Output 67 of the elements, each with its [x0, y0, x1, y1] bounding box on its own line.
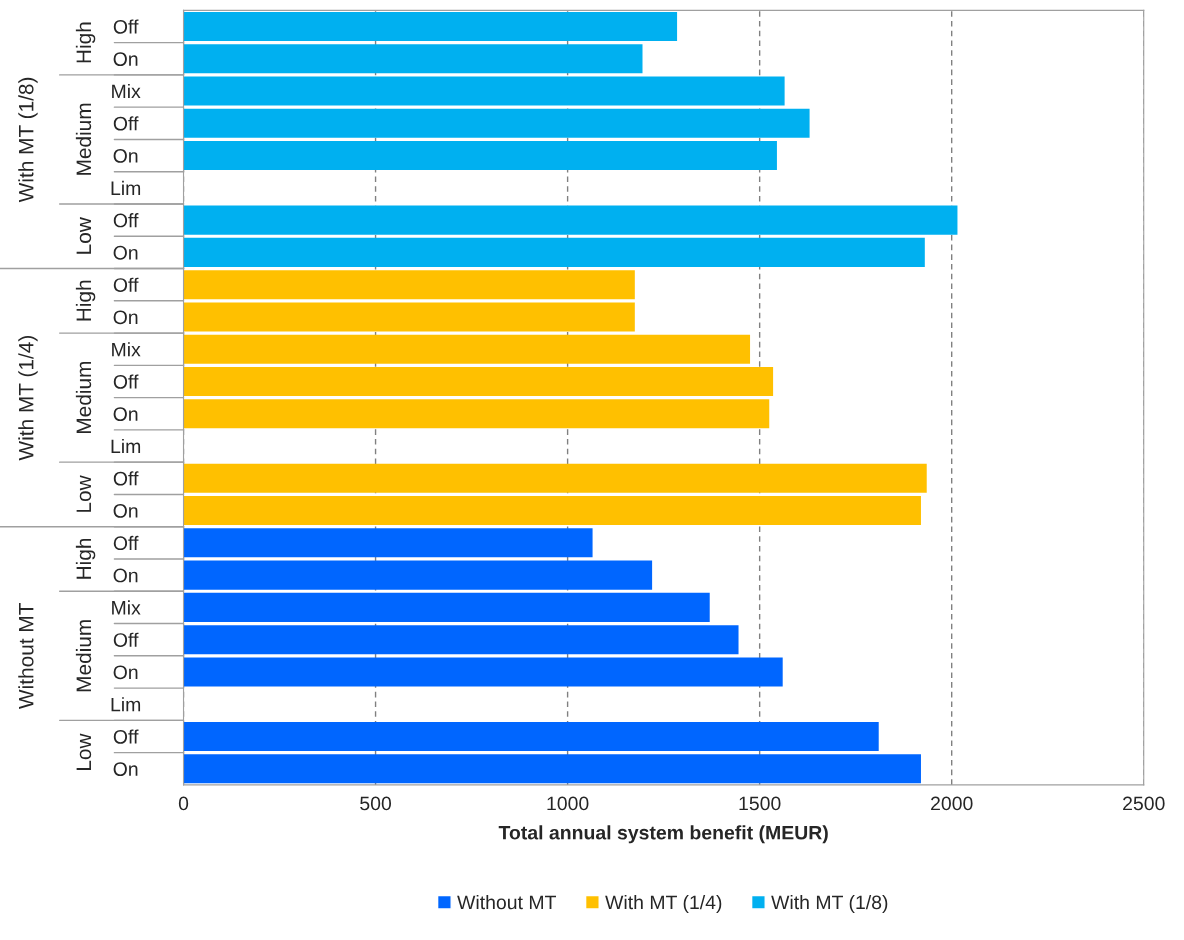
bar	[183, 463, 927, 493]
y-tick-label: Lim	[111, 697, 141, 712]
x-axis-title: Total annual system benefit (MEUR)	[498, 825, 828, 844]
y-tick-label: On	[113, 310, 138, 325]
y-tick-label: On	[113, 245, 138, 260]
text: Low	[76, 733, 92, 771]
x-tick-label: 2500	[1123, 796, 1165, 811]
bar	[183, 528, 593, 558]
text: With MT (1/8)	[18, 77, 38, 203]
y-tick-label: On	[113, 665, 138, 680]
y-tick-label: Mix	[112, 342, 141, 357]
y-tick-label: Off	[113, 632, 139, 647]
text: Medium	[75, 361, 92, 433]
text: Low	[76, 475, 92, 512]
y-tick-label: Off	[113, 277, 139, 292]
y-tick-label: Lim	[111, 180, 141, 195]
bar	[183, 76, 785, 106]
y-tick-label: Off	[113, 535, 139, 551]
legend-label: With MT (1/4)	[605, 894, 722, 914]
text: With MT (1/4)	[18, 336, 38, 461]
bar	[183, 270, 635, 300]
bar	[183, 11, 678, 41]
text: High	[75, 538, 96, 579]
y-tick-label: Lim	[111, 438, 141, 454]
bar	[183, 721, 879, 752]
bar	[183, 754, 921, 784]
bar	[183, 334, 751, 364]
x-tick-label: 1500	[739, 796, 781, 811]
x-tick-label: 500	[360, 796, 392, 811]
legend-label: With MT (1/8)	[771, 894, 888, 914]
bar	[183, 592, 710, 622]
bar	[183, 237, 925, 267]
x-tick-label: 1000	[547, 796, 589, 811]
text: Without MT	[18, 603, 34, 709]
y-tick-label: Off	[113, 374, 139, 389]
y-tick-label: Off	[113, 116, 139, 131]
y-tick-label: Off	[113, 729, 139, 744]
bar	[183, 141, 777, 171]
legend-label: Without MT	[457, 894, 557, 910]
y-tick-label: Off	[113, 471, 139, 486]
y-tick-label: Mix	[112, 83, 141, 99]
text: Low	[76, 217, 92, 254]
bar	[183, 205, 958, 235]
y-tick-label: On	[113, 52, 138, 66]
y-tick-label: On	[113, 149, 138, 163]
bar	[183, 44, 643, 74]
y-tick-label: Off	[113, 213, 139, 228]
bar	[183, 399, 770, 429]
text: High	[75, 280, 96, 321]
bar	[183, 302, 635, 332]
y-tick-label: Off	[113, 19, 139, 34]
text: Medium	[75, 103, 92, 175]
text: High	[75, 22, 96, 63]
y-tick-label: Mix	[112, 600, 141, 615]
y-tick-label: On	[113, 504, 138, 518]
bar	[183, 496, 921, 526]
x-tick-label: 0	[178, 796, 189, 811]
bar	[183, 560, 653, 590]
bar	[183, 625, 739, 655]
bar	[183, 657, 783, 687]
x-tick-label: 2000	[931, 796, 973, 811]
y-tick-label: On	[113, 407, 138, 421]
text: Medium	[75, 620, 92, 692]
y-tick-label: On	[113, 568, 138, 583]
bar	[183, 108, 810, 138]
bar	[183, 366, 774, 397]
y-tick-label: On	[113, 762, 138, 776]
